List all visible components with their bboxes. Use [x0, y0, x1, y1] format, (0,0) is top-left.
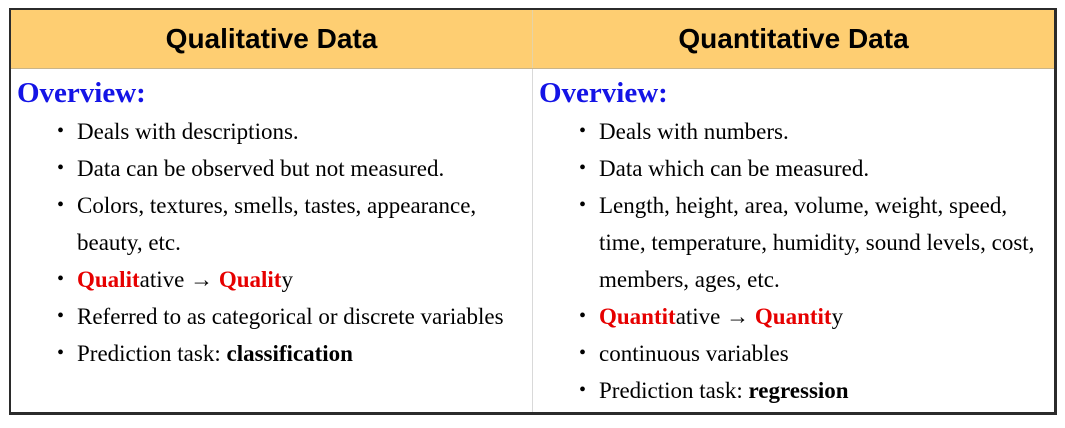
- plain-text: Prediction task:: [77, 341, 227, 366]
- list-item: Quantitative → Quantity: [579, 298, 1046, 335]
- list-item: Prediction task: regression: [579, 372, 1046, 409]
- table-header-row: Qualitative Data Quantitative Data: [11, 10, 1054, 69]
- list-item: Deals with descriptions.: [57, 113, 524, 150]
- list-item: Colors, textures, smells, tastes, appear…: [57, 187, 524, 261]
- plain-text: ative →: [139, 267, 219, 292]
- qualitative-overview-label: Overview:: [17, 77, 146, 109]
- prediction-task-value: regression: [748, 378, 849, 403]
- quantitative-cell: Overview: Deals with numbers. Data which…: [533, 69, 1054, 412]
- quantitative-list: Deals with numbers. Data which can be me…: [539, 113, 1046, 409]
- plain-text: Prediction task:: [599, 378, 749, 403]
- list-item: Data can be observed but not measured.: [57, 150, 524, 187]
- highlight-text: Qualit: [77, 267, 140, 292]
- prediction-task-value: classification: [226, 341, 353, 366]
- list-item: Length, height, area, volume, weight, sp…: [579, 187, 1046, 298]
- quantitative-overview-label: Overview:: [539, 77, 668, 109]
- qualitative-cell: Overview: Deals with descriptions. Data …: [11, 69, 533, 412]
- list-item: Deals with numbers.: [579, 113, 1046, 150]
- plain-text: y: [281, 267, 293, 292]
- quantitative-header: Quantitative Data: [678, 23, 909, 54]
- qualitative-list: Deals with descriptions. Data can be obs…: [17, 113, 524, 372]
- list-item: Qualitative → Quality: [57, 261, 524, 298]
- plain-text: ative →: [675, 304, 755, 329]
- list-item: Prediction task: classification: [57, 335, 524, 372]
- highlight-text: Quantit: [599, 304, 676, 329]
- qualitative-header: Qualitative Data: [11, 10, 533, 68]
- list-item: Data which can be measured.: [579, 150, 1046, 187]
- comparison-table: Qualitative Data Quantitative Data Overv…: [9, 8, 1057, 415]
- highlight-text: Quantit: [754, 304, 832, 329]
- list-item: Referred to as categorical or discrete v…: [57, 298, 524, 335]
- highlight-text: Qualit: [218, 267, 282, 292]
- list-item: continuous variables: [579, 335, 1046, 372]
- table-body-row: Overview: Deals with descriptions. Data …: [11, 69, 1054, 412]
- plain-text: y: [831, 304, 844, 329]
